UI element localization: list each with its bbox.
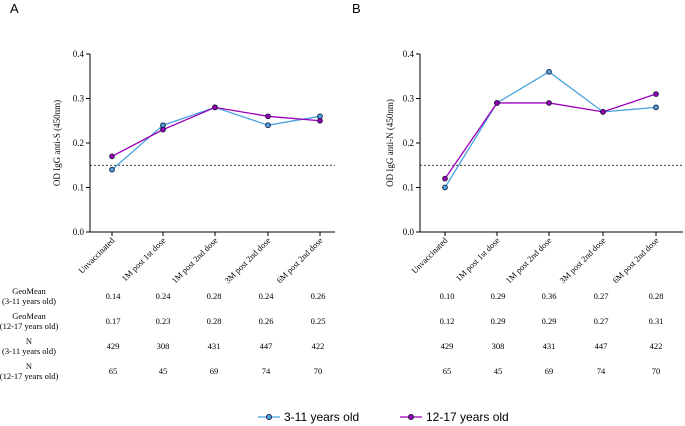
table-cell: 69 bbox=[210, 366, 219, 376]
data-point bbox=[600, 108, 606, 115]
table-cell: 0.31 bbox=[649, 316, 664, 326]
table-cell: 74 bbox=[597, 366, 606, 376]
table-cell: 45 bbox=[494, 366, 503, 376]
data-point bbox=[265, 122, 271, 129]
y-axis-label: OD IgG anti-N (450nm) bbox=[385, 99, 395, 187]
table-cell: 0.26 bbox=[259, 316, 274, 326]
x-tick-label: 1M post 2nd dose bbox=[503, 235, 553, 285]
series-line-3-11 bbox=[111, 106, 321, 171]
y-tick-label: 0.2 bbox=[403, 138, 414, 148]
table-row-label: N bbox=[26, 336, 32, 346]
table-cell: 431 bbox=[543, 341, 556, 351]
panel-letter: B bbox=[352, 1, 361, 16]
table-cell: 74 bbox=[262, 366, 271, 376]
table-cell: 0.27 bbox=[594, 316, 609, 326]
panel-letter: A bbox=[10, 1, 19, 16]
data-point bbox=[160, 126, 166, 133]
y-tick-label: 0.2 bbox=[73, 138, 84, 148]
table-row-label: N bbox=[26, 361, 32, 371]
table-cell: 0.28 bbox=[649, 291, 664, 301]
table-cell: 0.28 bbox=[207, 291, 222, 301]
legend-label: 3-11 years old bbox=[284, 410, 359, 424]
table-cell: 0.29 bbox=[491, 316, 506, 326]
table-cell: 0.14 bbox=[106, 291, 122, 301]
x-tick-label: Unvaccinated bbox=[409, 235, 450, 276]
x-tick-label: 3M post 2nd dose bbox=[222, 235, 272, 285]
table-cell: 0.28 bbox=[207, 316, 222, 326]
table-row-label: (12-17 years old) bbox=[0, 321, 58, 331]
x-tick-label: Unvaccinated bbox=[76, 235, 117, 276]
legend-marker bbox=[407, 413, 415, 421]
y-tick-label: 0.0 bbox=[403, 227, 415, 237]
x-tick-label: 3M post 2nd dose bbox=[557, 235, 607, 285]
data-point bbox=[109, 166, 115, 173]
x-tick-label: 1M post 1st dose bbox=[453, 235, 501, 283]
data-point bbox=[265, 113, 271, 120]
data-point bbox=[546, 100, 552, 106]
table-cell: 0.17 bbox=[106, 316, 121, 326]
table-cell: 422 bbox=[650, 341, 663, 351]
table-cell: 0.27 bbox=[594, 291, 609, 301]
series-line-12-17 bbox=[111, 106, 321, 157]
table-cell: 447 bbox=[595, 341, 608, 351]
table-cell: 0.29 bbox=[542, 316, 557, 326]
chart-panel-b: B 0.0 0.1 0.2 0.3 0.4 OD IgG anti-N (450nm) Unv… bbox=[352, 1, 683, 376]
y-tick-label: 0.3 bbox=[73, 94, 85, 104]
table-cell: 308 bbox=[492, 341, 505, 351]
y-tick-label: 0.3 bbox=[403, 94, 415, 104]
table-cell: 0.10 bbox=[440, 291, 455, 301]
legend-label: 12-17 years old bbox=[426, 410, 509, 424]
x-tick-label: 6M post 2nd dose bbox=[610, 235, 660, 285]
table-cell: 0.12 bbox=[440, 316, 455, 326]
table-cell: 65 bbox=[443, 366, 452, 376]
data-point bbox=[653, 104, 659, 111]
data-point bbox=[212, 104, 218, 111]
data-point bbox=[317, 117, 323, 124]
table-cell: 0.25 bbox=[311, 316, 326, 326]
table-cell: 0.36 bbox=[542, 291, 557, 301]
table-cell: 0.24 bbox=[156, 291, 172, 301]
legend: 3-11 years old 12-17 years old bbox=[258, 410, 509, 424]
data-point bbox=[546, 68, 552, 75]
data-point bbox=[494, 100, 500, 106]
x-tick-label: 1M post 2nd dose bbox=[169, 235, 219, 285]
chart-panel-a: A 0.0 0.1 0.2 0.3 0.4 OD IgG anti-S (450nm) Unv… bbox=[0, 1, 335, 381]
table-cell: 422 bbox=[312, 341, 325, 351]
y-tick-label: 0.1 bbox=[403, 183, 414, 193]
table-cell: 447 bbox=[260, 341, 273, 351]
x-tick-label: 6M post 2nd dose bbox=[274, 235, 324, 285]
table-row-label: (3-11 years old) bbox=[2, 346, 56, 356]
table-cell: 45 bbox=[159, 366, 168, 376]
data-point bbox=[442, 184, 448, 191]
table-cell: 0.24 bbox=[259, 291, 275, 301]
table-row-label: (3-11 years old) bbox=[2, 296, 56, 306]
table-row-label: GeoMean bbox=[12, 286, 46, 296]
table-cell: 0.29 bbox=[491, 291, 506, 301]
table-cell: 0.26 bbox=[311, 291, 326, 301]
data-point bbox=[653, 91, 659, 97]
y-tick-label: 0.1 bbox=[73, 183, 84, 193]
data-point bbox=[109, 153, 115, 160]
y-tick-label: 0.4 bbox=[403, 49, 415, 59]
series-line-3-11 bbox=[444, 71, 657, 188]
data-point bbox=[442, 175, 448, 182]
table-cell: 65 bbox=[109, 366, 118, 376]
table-cell: 431 bbox=[208, 341, 221, 351]
table-cell: 69 bbox=[545, 366, 554, 376]
table-cell: 308 bbox=[157, 341, 170, 351]
table-cell: 429 bbox=[441, 341, 454, 351]
y-axis-label: OD IgG anti-S (450nm) bbox=[52, 100, 62, 186]
table-row-label: GeoMean bbox=[12, 311, 46, 321]
table-cell: 0.23 bbox=[156, 316, 171, 326]
table-cell: 70 bbox=[314, 366, 323, 376]
table-cell: 429 bbox=[107, 341, 120, 351]
y-tick-label: 0.4 bbox=[73, 49, 85, 59]
table-row-label: (12-17 years old) bbox=[0, 371, 58, 381]
y-tick-label: 0.0 bbox=[73, 227, 85, 237]
legend-marker bbox=[265, 413, 273, 421]
x-tick-label: 1M post 1st dose bbox=[119, 235, 167, 283]
table-cell: 70 bbox=[652, 366, 661, 376]
